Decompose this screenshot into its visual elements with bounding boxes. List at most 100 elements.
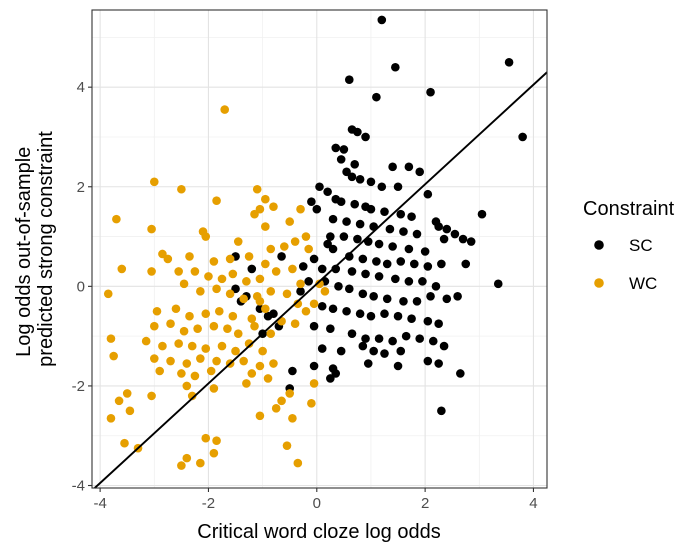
data-point-wc (171, 304, 181, 314)
data-point-sc (391, 274, 400, 284)
data-point-wc (147, 224, 156, 234)
data-point-wc (204, 272, 213, 281)
data-point-wc (220, 105, 230, 114)
data-point-sc (366, 177, 376, 187)
data-point-wc (271, 267, 281, 276)
data-point-sc (404, 162, 414, 172)
data-point-sc (328, 244, 338, 254)
data-point-wc (212, 436, 221, 446)
data-point-sc (423, 316, 433, 326)
x-axis-ticks: -4 -2 0 2 4 (93, 488, 538, 512)
data-point-wc (201, 344, 211, 353)
data-point-sc (377, 15, 387, 25)
data-point-wc (261, 194, 270, 204)
data-point-sc (415, 334, 425, 343)
data-point-wc (266, 244, 276, 254)
data-point-wc (174, 267, 183, 276)
data-point-wc (201, 232, 211, 241)
data-point-sc (347, 329, 357, 338)
data-point-wc (158, 341, 167, 351)
data-point-sc (420, 247, 430, 256)
data-point-sc (317, 344, 327, 353)
data-point-sc (350, 160, 360, 169)
data-point-sc (450, 229, 460, 239)
data-point-wc (182, 359, 192, 368)
data-point-sc (231, 284, 240, 294)
data-point-wc (149, 354, 159, 363)
data-point-sc (434, 359, 443, 368)
data-point-sc (344, 284, 354, 294)
y-axis-title-line-2: predicted strong constraint (35, 131, 57, 367)
data-point-sc (361, 334, 370, 343)
data-point-sc (342, 217, 351, 226)
data-point-wc (293, 299, 303, 309)
data-point-wc (233, 329, 243, 338)
data-point-wc (290, 319, 300, 328)
data-point-sc (326, 232, 335, 241)
legend-label-wc: WC (629, 274, 657, 293)
legend-title: Constraint (583, 198, 675, 220)
data-point-wc (217, 341, 227, 351)
data-point-sc (339, 145, 349, 154)
data-point-wc (206, 366, 216, 376)
data-point-wc (187, 341, 197, 351)
data-point-sc (366, 311, 376, 321)
data-point-sc (396, 257, 406, 266)
data-point-wc (250, 209, 259, 219)
data-point-sc (339, 232, 349, 241)
data-point-sc (477, 209, 487, 219)
data-point-sc (369, 346, 378, 356)
data-point-wc (149, 177, 159, 187)
data-point-sc (399, 227, 408, 236)
data-point-wc (244, 252, 254, 261)
data-point-sc (388, 162, 397, 172)
data-point-wc (117, 264, 127, 274)
data-point-wc (177, 369, 186, 378)
data-point-wc (177, 184, 186, 194)
data-point-wc (261, 222, 270, 231)
data-point-sc (298, 262, 308, 271)
data-point-wc (309, 379, 319, 388)
data-point-wc (214, 306, 224, 316)
data-point-wc (255, 296, 265, 306)
fit-line-layer (94, 71, 548, 489)
data-point-wc (190, 371, 200, 381)
data-point-sc (404, 244, 414, 254)
data-point-wc (209, 257, 219, 266)
data-point-sc (453, 292, 462, 301)
data-point-sc (328, 214, 338, 224)
data-point-wc (288, 413, 297, 423)
data-point-sc (372, 92, 381, 102)
data-point-sc (434, 319, 443, 328)
legend-label-sc: SC (629, 236, 653, 255)
data-point-wc (228, 311, 238, 321)
legend-key-sc (594, 240, 604, 250)
data-point-sc (317, 264, 327, 274)
data-point-sc (458, 234, 468, 244)
data-point-wc (201, 433, 211, 443)
data-point-sc (358, 289, 368, 299)
data-point-sc (437, 259, 446, 269)
data-point-wc (271, 404, 281, 413)
data-points (103, 15, 527, 470)
data-point-sc (307, 197, 316, 206)
data-point-sc (423, 189, 433, 199)
data-point-sc (404, 277, 414, 286)
data-point-sc (326, 374, 335, 383)
data-point-wc (258, 346, 267, 356)
data-point-sc (363, 359, 373, 368)
data-point-wc (269, 202, 278, 211)
data-point-sc (426, 87, 435, 97)
data-point-sc (355, 219, 365, 229)
data-point-sc (336, 346, 346, 356)
data-point-wc (212, 196, 221, 205)
data-point-sc (288, 366, 297, 376)
data-point-sc (434, 222, 443, 231)
data-point-wc (233, 237, 243, 246)
x-tick-label: -4 (93, 495, 106, 512)
data-point-wc (250, 321, 259, 331)
data-point-sc (331, 369, 341, 378)
data-point-sc (317, 301, 327, 311)
data-point-wc (106, 413, 116, 423)
data-point-wc (147, 391, 156, 401)
